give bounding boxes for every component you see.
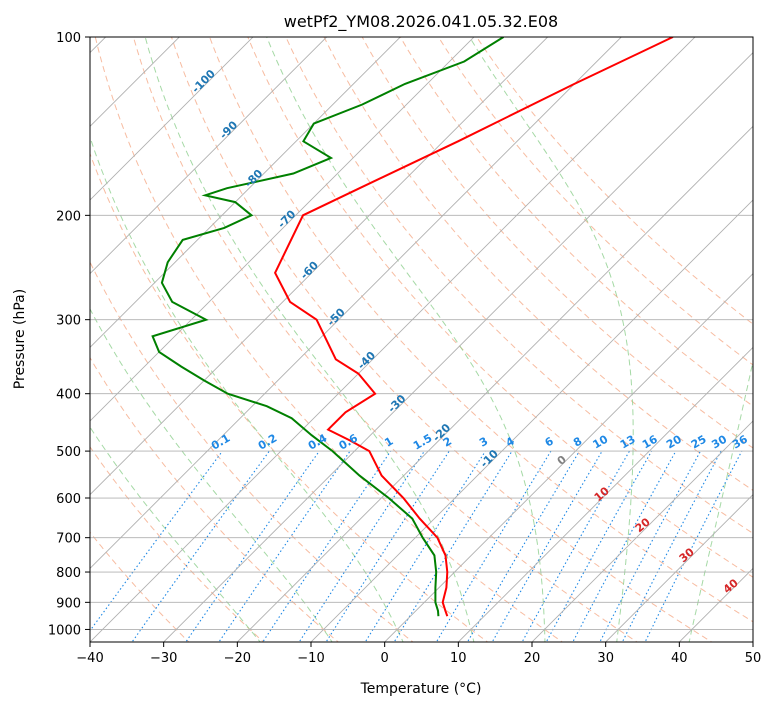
y-tick-label: 500 (56, 445, 81, 460)
plot-area: -100-90-80-70-60-50-40-30-20-100.1 0.2 0.4… (90, 37, 753, 642)
y-tick-label: 900 (56, 596, 81, 611)
y-axis-label: Pressure (hPa) (12, 289, 28, 389)
mixing-ratio-line (393, 450, 513, 642)
isotherm-line (605, 494, 753, 642)
y-tick-label: 600 (56, 492, 81, 507)
y-tick-label: 1000 (48, 623, 81, 638)
chart-title: wetPf2_YM08.2026.041.05.32.E08 (284, 12, 558, 32)
x-tick-label: 10 (450, 651, 467, 666)
x-axis-label: Temperature (°C) (360, 681, 482, 697)
isotherm-line (236, 125, 753, 642)
mixing-ratio-line (325, 450, 450, 642)
x-tick-label: 40 (671, 651, 688, 666)
dry-adiabat (476, 37, 753, 325)
x-tick-label: −10 (297, 651, 324, 666)
mixing-ratio-line (218, 450, 351, 642)
x-tick-label: 20 (524, 651, 541, 666)
x-tick-label: −30 (150, 651, 177, 666)
isotherm-line (90, 37, 328, 275)
isotherm-line (90, 37, 475, 422)
mixing-ratio-line (466, 450, 580, 642)
mixing-ratio-line (131, 450, 270, 642)
mixing-ratio-lines (90, 450, 743, 642)
isotherm-line (90, 37, 254, 201)
isotherm-line (310, 199, 753, 642)
isotherm-line (457, 346, 753, 642)
mixing-ratio-line (621, 450, 722, 642)
x-tick-label: −20 (224, 651, 251, 666)
y-tick-label: 100 (56, 31, 81, 46)
y-tick-label: 700 (56, 532, 81, 547)
axes: −40 −30 −20 −10 0 10 20 30 40 50 100 200 300 400 500 60… (48, 31, 761, 666)
mixing-ratio-line (185, 450, 320, 642)
plot-background (90, 37, 753, 642)
temperature-line (273, 37, 674, 617)
isotherm-line (163, 52, 753, 642)
mixing-ratio-line (364, 450, 486, 642)
grid-lines (90, 37, 753, 642)
dewpoint-line (151, 37, 505, 617)
dry-adiabat (90, 260, 414, 642)
mixing-ratio-line (262, 450, 392, 642)
isotherm-line (90, 37, 696, 642)
mixing-ratio-line (572, 450, 677, 642)
x-tick-label: 0 (381, 651, 389, 666)
x-tick-label: −40 (76, 651, 103, 666)
profile-series (151, 37, 674, 617)
mixing-ratio-line (298, 450, 425, 642)
dry-adiabat (90, 152, 489, 642)
y-tick-label: 400 (56, 388, 81, 403)
x-tick-label: 50 (745, 651, 762, 666)
mixing-ratio-line (90, 450, 223, 632)
y-tick-label: 200 (56, 209, 81, 224)
isotherm-line (90, 37, 549, 496)
moist-adiabat (90, 135, 404, 642)
isotherm-line (90, 37, 401, 348)
isotherm-line (531, 420, 753, 642)
mixing-ratio-line (599, 450, 701, 642)
plot-frame (89, 36, 754, 643)
y-tick-label: 300 (56, 314, 81, 329)
isotherm-line (384, 273, 753, 642)
isotherm-line (752, 641, 753, 642)
x-tick-label: 30 (597, 651, 614, 666)
y-tick-label: 800 (56, 566, 81, 581)
